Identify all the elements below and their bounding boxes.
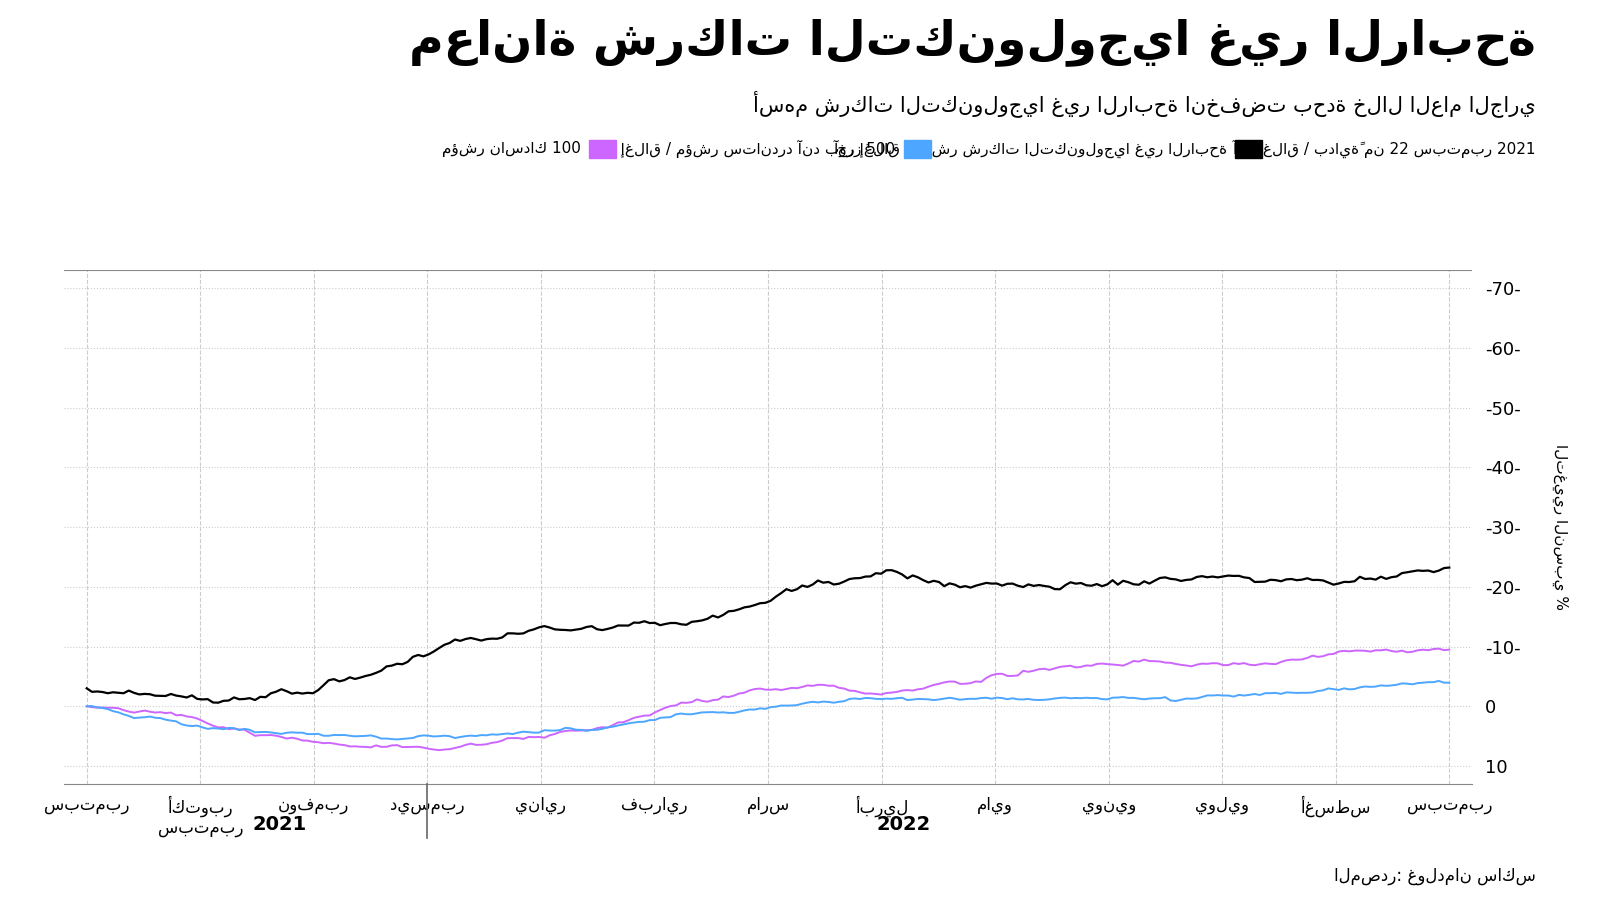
Text: آخر إغلاق / مؤشر ستاندرد آند بورز 500: آخر إغلاق / مؤشر ستاندرد آند بورز 500 [595, 140, 896, 158]
Text: التغيير النسبي %: التغيير النسبي % [1552, 444, 1568, 610]
Text: أسهم شركات التكنولوجيا غير الرابحة انخفضت بحدة خلال العام الجاري: أسهم شركات التكنولوجيا غير الرابحة انخفض… [754, 90, 1536, 117]
Text: مؤشر ناسداك 100: مؤشر ناسداك 100 [442, 141, 581, 157]
Text: المصدر: غولدمان ساكس: المصدر: غولدمان ساكس [1334, 867, 1536, 885]
Text: 2022: 2022 [877, 815, 931, 834]
Text: معاناة شركات التكنولوجيا غير الرابحة: معاناة شركات التكنولوجيا غير الرابحة [410, 18, 1536, 66]
Text: آخر إغلاق / مؤشر شركات التكنولوجيا غير الرابحة: آخر إغلاق / مؤشر شركات التكنولوجيا غير ا… [834, 140, 1227, 158]
Text: آخر إغلاق / بدايةً من 22 سبتمبر 2021: آخر إغلاق / بدايةً من 22 سبتمبر 2021 [1232, 140, 1536, 158]
Text: 2021: 2021 [253, 815, 307, 834]
